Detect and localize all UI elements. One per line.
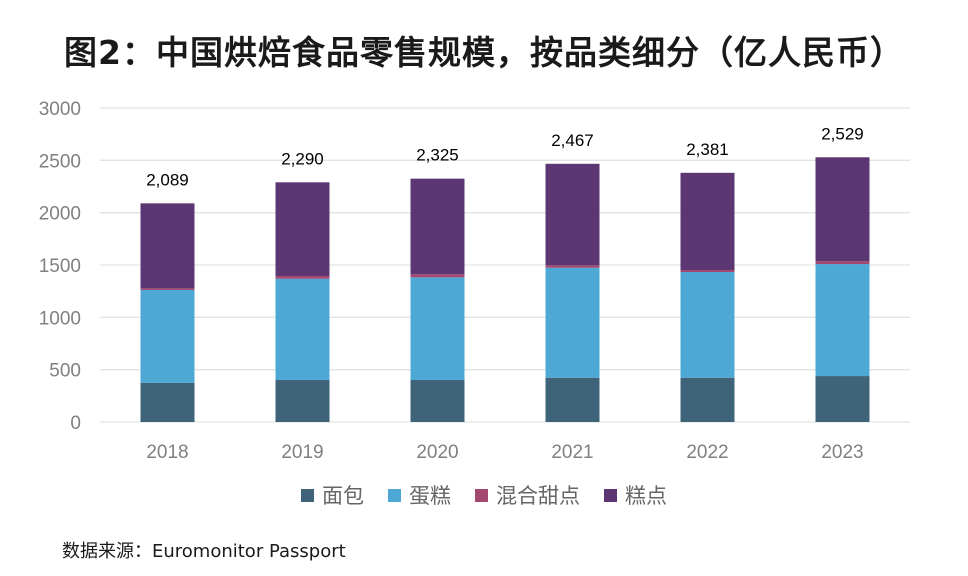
y-tick-label: 1000 [39,308,81,329]
y-tick-label: 1500 [39,256,81,277]
bar-segment [140,290,195,383]
total-data-label: 2,467 [551,131,594,150]
legend-item: 混合甜点 [475,480,580,510]
x-tick-label: 2021 [551,442,593,463]
y-tick-label: 2000 [39,204,81,225]
x-tick-label: 2018 [146,442,188,463]
bar-segment [545,377,600,422]
legend-label: 糕点 [625,484,667,508]
bar-segment [680,377,735,422]
bar-segment [680,172,735,271]
bar-segment [680,272,735,378]
legend-label: 混合甜点 [496,484,580,508]
total-data-label: 2,089 [146,170,189,189]
y-tick-label: 3000 [39,99,81,120]
bar-segment [545,267,600,378]
source-note: 数据来源：Euromonitor Passport [62,541,346,562]
bar-segment [815,261,870,265]
legend-item: 糕点 [604,480,667,510]
bar-segment [275,275,330,279]
bar-segment [140,203,195,289]
bar-segment [545,163,600,266]
bar-segment [815,157,870,262]
total-data-label: 2,290 [281,149,324,168]
legend-swatch [604,488,617,502]
legend-item: 面包 [301,480,364,510]
x-tick-label: 2022 [686,442,728,463]
total-data-label: 2,529 [821,124,864,143]
legend-label: 蛋糕 [409,484,451,508]
bar-segment [410,380,465,422]
bar-segment [275,278,330,381]
bar-segment [275,380,330,422]
bar-segment [680,270,735,273]
x-tick-label: 2023 [821,442,863,463]
y-tick-label: 2500 [39,151,81,172]
total-data-label: 2,381 [686,140,729,159]
bar-segment [275,182,330,276]
bar-segment [140,382,195,422]
bar-segment [410,277,465,381]
x-tick-label: 2019 [281,442,323,463]
bar-segment [545,265,600,268]
legend-label: 面包 [322,484,364,508]
bar-segment [410,274,465,278]
total-data-label: 2,325 [416,146,459,165]
bar-segment [140,288,195,291]
bar-segment [815,264,870,377]
legend-item: 蛋糕 [388,480,451,510]
bar-segment [410,178,465,275]
legend: 面包 蛋糕 混合甜点 糕点 [0,480,968,510]
x-tick-label: 2020 [416,442,458,463]
bar-segment [815,376,870,422]
legend-swatch [475,488,488,502]
legend-swatch [388,488,401,502]
chart-title: 图2：中国烘焙食品零售规模，按品类细分（亿人民币） [64,33,904,72]
stacked-bar-chart: 0 500 1000 1500 2000 2500 3000 2,089 2018 2,290 20… [39,99,910,463]
y-tick-label: 0 [70,413,81,434]
y-tick-label: 500 [49,361,81,382]
legend-swatch [301,488,314,502]
